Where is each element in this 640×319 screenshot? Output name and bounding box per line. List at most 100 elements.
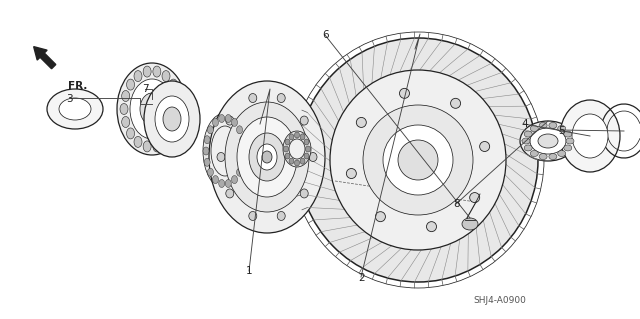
Ellipse shape [398, 140, 438, 180]
Ellipse shape [346, 168, 356, 179]
Ellipse shape [294, 160, 300, 166]
Ellipse shape [539, 154, 547, 160]
Ellipse shape [240, 158, 246, 166]
Text: 8: 8 [454, 199, 460, 209]
Ellipse shape [520, 121, 576, 161]
Ellipse shape [162, 137, 170, 147]
Ellipse shape [557, 125, 566, 131]
Text: 4: 4 [522, 119, 528, 130]
Ellipse shape [531, 151, 538, 157]
FancyArrow shape [34, 47, 56, 69]
Ellipse shape [232, 118, 237, 126]
Ellipse shape [479, 142, 490, 152]
Text: 5: 5 [559, 126, 565, 136]
Ellipse shape [204, 136, 210, 144]
Ellipse shape [134, 137, 142, 147]
Ellipse shape [170, 128, 177, 139]
Ellipse shape [117, 63, 187, 155]
Ellipse shape [300, 189, 308, 198]
Ellipse shape [300, 158, 305, 164]
Ellipse shape [304, 153, 309, 159]
Ellipse shape [285, 153, 290, 159]
Ellipse shape [225, 102, 309, 212]
Text: 3: 3 [66, 94, 72, 104]
Ellipse shape [203, 147, 209, 155]
Ellipse shape [226, 116, 234, 125]
Text: 2: 2 [358, 272, 365, 283]
Text: FR.: FR. [68, 81, 87, 91]
Ellipse shape [426, 222, 436, 232]
Ellipse shape [163, 107, 181, 131]
Ellipse shape [211, 126, 239, 176]
Ellipse shape [237, 168, 243, 176]
Ellipse shape [356, 117, 366, 127]
Ellipse shape [122, 91, 130, 101]
Ellipse shape [153, 66, 161, 77]
Ellipse shape [289, 134, 294, 140]
Ellipse shape [572, 114, 608, 158]
Ellipse shape [289, 158, 294, 164]
Ellipse shape [153, 141, 161, 152]
Ellipse shape [539, 122, 547, 129]
Ellipse shape [289, 139, 305, 159]
Ellipse shape [399, 88, 410, 98]
Ellipse shape [127, 128, 134, 139]
Ellipse shape [549, 122, 557, 129]
Ellipse shape [285, 139, 290, 145]
Ellipse shape [225, 180, 231, 188]
Ellipse shape [300, 116, 308, 125]
Ellipse shape [549, 154, 557, 160]
Ellipse shape [226, 189, 234, 198]
Ellipse shape [304, 139, 309, 145]
Ellipse shape [383, 125, 453, 195]
Ellipse shape [143, 66, 151, 77]
Ellipse shape [249, 93, 257, 102]
Ellipse shape [155, 96, 189, 142]
Ellipse shape [522, 138, 530, 144]
Ellipse shape [560, 100, 620, 172]
Ellipse shape [564, 131, 572, 137]
Ellipse shape [305, 146, 310, 152]
Ellipse shape [47, 89, 103, 129]
Text: SHJ4-A0900: SHJ4-A0900 [474, 296, 527, 305]
Ellipse shape [127, 79, 134, 90]
Ellipse shape [240, 136, 246, 144]
Ellipse shape [134, 70, 142, 82]
Ellipse shape [451, 98, 461, 108]
Ellipse shape [122, 116, 130, 128]
Ellipse shape [212, 118, 218, 126]
Ellipse shape [298, 38, 538, 282]
Ellipse shape [207, 126, 214, 134]
Text: 6: 6 [322, 30, 328, 40]
Ellipse shape [225, 115, 231, 122]
Ellipse shape [237, 117, 297, 197]
Ellipse shape [330, 70, 506, 250]
Ellipse shape [232, 175, 237, 183]
Ellipse shape [203, 113, 247, 189]
Text: 7: 7 [143, 84, 149, 94]
Ellipse shape [176, 103, 184, 115]
Ellipse shape [204, 158, 210, 166]
Ellipse shape [212, 175, 218, 183]
Ellipse shape [462, 218, 478, 230]
Ellipse shape [174, 116, 182, 128]
Ellipse shape [219, 115, 225, 122]
Ellipse shape [557, 151, 566, 157]
Ellipse shape [207, 168, 214, 176]
Ellipse shape [130, 79, 174, 139]
Ellipse shape [363, 105, 473, 215]
Ellipse shape [59, 98, 91, 120]
Ellipse shape [140, 93, 164, 125]
Ellipse shape [294, 132, 300, 138]
Ellipse shape [524, 131, 532, 137]
Text: 1: 1 [246, 266, 253, 276]
Ellipse shape [300, 134, 305, 140]
Ellipse shape [143, 141, 151, 152]
Ellipse shape [257, 144, 277, 170]
Ellipse shape [538, 134, 558, 148]
Ellipse shape [120, 103, 128, 115]
Ellipse shape [249, 133, 285, 181]
Ellipse shape [170, 79, 177, 90]
Ellipse shape [174, 91, 182, 101]
Ellipse shape [209, 81, 325, 233]
